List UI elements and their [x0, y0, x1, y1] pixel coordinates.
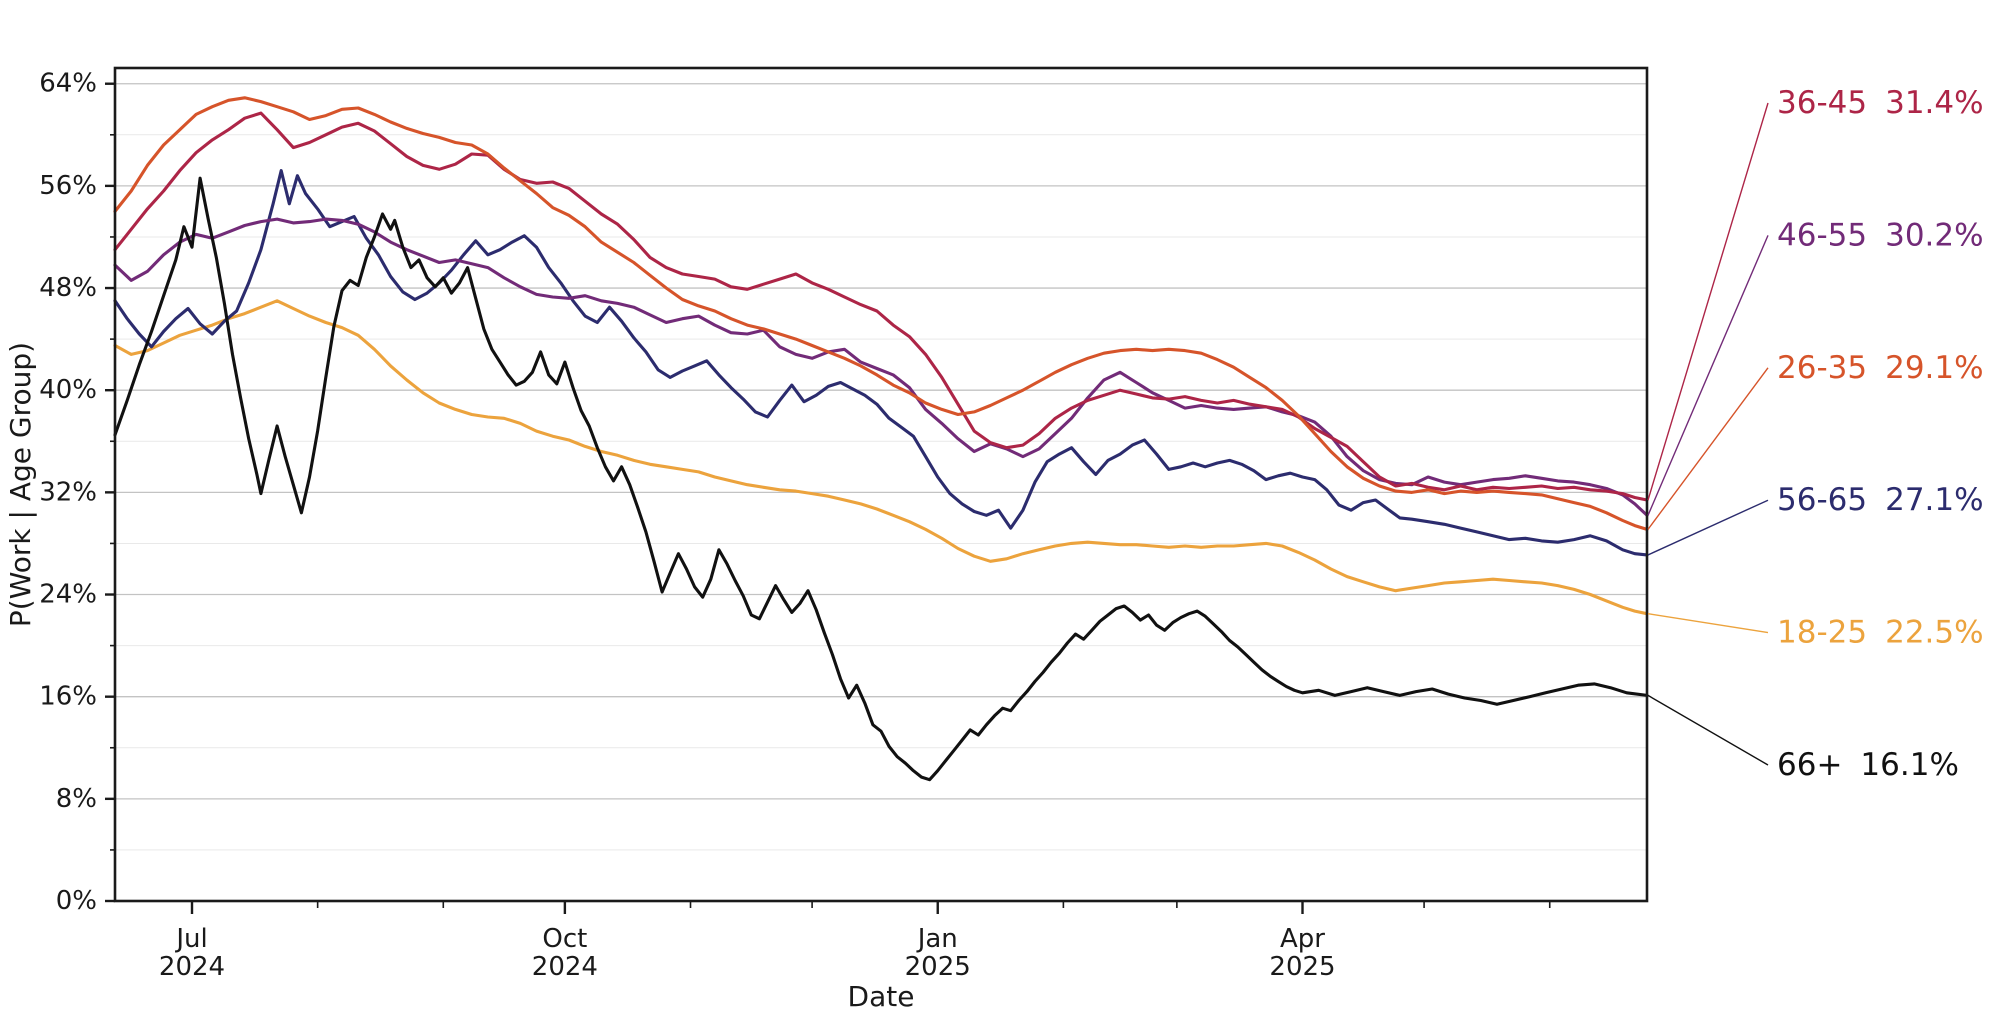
gridlines	[115, 83, 1647, 851]
y-tick-label: 8%	[56, 784, 97, 814]
y-tick-label: 32%	[39, 477, 97, 507]
end-label-name: 26-35	[1777, 350, 1867, 386]
y-tick-label: 0%	[56, 886, 97, 916]
end-label-46-55: 46-55 30.2%	[1777, 217, 1984, 253]
series-line-66+	[113, 176, 1649, 782]
end-labels: 36-45 31.4% 46-55 30.2% 26-35 29.1% 56-65 27.1%…	[1647, 85, 1984, 783]
series-line-36-45	[113, 111, 1649, 502]
end-label-36-45: 36-45 31.4%	[1777, 85, 1984, 121]
end-label-name: 18-25	[1777, 615, 1867, 651]
y-tick-label: 40%	[39, 375, 97, 405]
end-label-66+: 66+ 16.1%	[1777, 747, 1959, 783]
end-label-name: 56-65	[1777, 482, 1867, 518]
series-line-18-25	[113, 299, 1649, 616]
x-tick-month: Oct	[542, 924, 587, 954]
x-tick-month: Apr	[1280, 924, 1325, 954]
x-axis-label: Date	[848, 980, 915, 1013]
y-tick-label: 64%	[39, 69, 97, 99]
y-axis: 0% 8% 16% 24% 32% 40% 48% 56% 64%	[39, 69, 115, 916]
end-label-name: 36-45	[1777, 85, 1867, 121]
leader-line-26-35	[1647, 367, 1769, 530]
end-label-value: 22.5%	[1885, 615, 1983, 651]
leader-line-56-65	[1647, 499, 1769, 556]
x-tick-month: Jan	[916, 924, 958, 954]
leader-line-36-45	[1647, 102, 1769, 501]
end-label-value: 27.1%	[1885, 482, 1983, 518]
series-line-56-65	[113, 169, 1649, 557]
end-label-value: 31.4%	[1885, 85, 1983, 121]
end-label-56-65: 56-65 27.1%	[1777, 482, 1984, 518]
end-label-value: 30.2%	[1885, 217, 1983, 253]
plot-border	[113, 66, 1649, 903]
y-tick-label: 56%	[39, 171, 97, 201]
end-label-value: 16.1%	[1860, 747, 1958, 783]
end-label-26-35: 26-35 29.1%	[1777, 350, 1984, 386]
end-label-name: 46-55	[1777, 217, 1867, 253]
end-label-value: 29.1%	[1885, 350, 1983, 386]
x-tick-year: 2024	[159, 952, 225, 982]
series-line-26-35	[113, 96, 1649, 531]
axes-spines	[113, 66, 1649, 903]
end-label-name: 66+	[1777, 747, 1842, 783]
x-tick-year: 2025	[1269, 952, 1335, 982]
series-line-46-55	[113, 217, 1649, 517]
y-axis-label: P(Work | Age Group)	[4, 342, 37, 627]
end-label-18-25: 18-25 22.5%	[1777, 615, 1984, 651]
leader-line-46-55	[1647, 235, 1769, 516]
x-tick-month: Jul	[174, 924, 207, 954]
x-tick-year: 2024	[532, 952, 598, 982]
leader-line-18-25	[1647, 612, 1769, 634]
y-tick-label: 24%	[39, 580, 97, 610]
x-tick-year: 2025	[905, 952, 971, 982]
series-lines	[113, 96, 1649, 782]
y-tick-label: 48%	[39, 273, 97, 303]
leader-line-66+	[1647, 694, 1769, 766]
y-tick-label: 16%	[39, 682, 97, 712]
